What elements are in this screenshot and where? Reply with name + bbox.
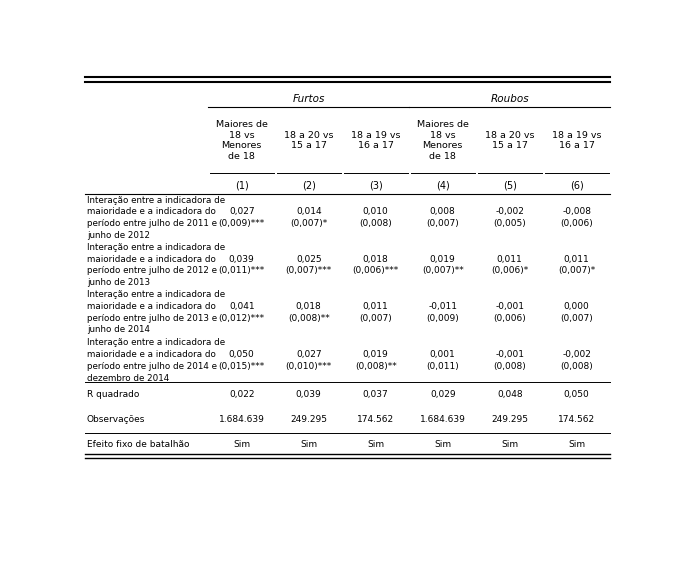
Text: 0,027
(0,010)***: 0,027 (0,010)*** [285, 350, 332, 371]
Text: 0,008
(0,007): 0,008 (0,007) [426, 208, 459, 229]
Text: Sim: Sim [300, 440, 317, 449]
Text: Maiores de
18 vs
Menores
de 18: Maiores de 18 vs Menores de 18 [216, 120, 268, 160]
Text: 18 a 19 vs
16 a 17: 18 a 19 vs 16 a 17 [351, 131, 401, 150]
Text: Interação entre a indicadora de
maioridade e a indicadora do
período entre julho: Interação entre a indicadora de maiorida… [87, 290, 225, 334]
Text: Efeito fixo de batalhão: Efeito fixo de batalhão [87, 440, 189, 449]
Text: 0,018
(0,008)**: 0,018 (0,008)** [288, 302, 330, 322]
Text: 0,018
(0,006)***: 0,018 (0,006)*** [353, 255, 399, 275]
Text: 0,011
(0,006)*: 0,011 (0,006)* [491, 255, 528, 275]
Text: (4): (4) [436, 180, 450, 190]
Text: Furtos: Furtos [292, 94, 325, 104]
Text: -0,002
(0,008): -0,002 (0,008) [560, 350, 593, 371]
Text: (1): (1) [235, 180, 249, 190]
Text: 1.684.639: 1.684.639 [420, 415, 466, 424]
Text: 0,001
(0,011): 0,001 (0,011) [426, 350, 459, 371]
Text: (5): (5) [503, 180, 517, 190]
Text: 0,039
(0,011)***: 0,039 (0,011)*** [218, 255, 265, 275]
Text: Interação entre a indicadora de
maioridade e a indicadora do
período entre julho: Interação entre a indicadora de maiorida… [87, 338, 225, 382]
Text: 18 a 19 vs
16 a 17: 18 a 19 vs 16 a 17 [552, 131, 601, 150]
Text: 0,048: 0,048 [497, 390, 523, 399]
Text: 0,010
(0,008): 0,010 (0,008) [359, 208, 392, 229]
Text: 174.562: 174.562 [357, 415, 395, 424]
Text: 0,011
(0,007): 0,011 (0,007) [359, 302, 392, 322]
Text: 0,022: 0,022 [229, 390, 254, 399]
Text: 18 a 20 vs
15 a 17: 18 a 20 vs 15 a 17 [284, 131, 334, 150]
Text: 174.562: 174.562 [558, 415, 595, 424]
Text: 0,011
(0,007)*: 0,011 (0,007)* [558, 255, 595, 275]
Text: Sim: Sim [233, 440, 250, 449]
Text: R quadrado: R quadrado [87, 390, 139, 399]
Text: Interação entre a indicadora de
maioridade e a indicadora do
período entre julho: Interação entre a indicadora de maiorida… [87, 196, 225, 240]
Text: 1.684.639: 1.684.639 [219, 415, 264, 424]
Text: 0,050
(0,015)***: 0,050 (0,015)*** [218, 350, 265, 371]
Text: (2): (2) [302, 180, 316, 190]
Text: (3): (3) [369, 180, 382, 190]
Text: 0,029: 0,029 [430, 390, 456, 399]
Text: (6): (6) [570, 180, 584, 190]
Text: Sim: Sim [434, 440, 452, 449]
Text: -0,001
(0,008): -0,001 (0,008) [494, 350, 526, 371]
Text: -0,011
(0,009): -0,011 (0,009) [426, 302, 459, 322]
Text: 0,000
(0,007): 0,000 (0,007) [560, 302, 593, 322]
Text: 0,050: 0,050 [564, 390, 590, 399]
Text: Roubos: Roubos [490, 94, 529, 104]
Text: 0,041
(0,012)***: 0,041 (0,012)*** [219, 302, 265, 322]
Text: Interação entre a indicadora de
maioridade e a indicadora do
período entre julho: Interação entre a indicadora de maiorida… [87, 243, 225, 287]
Text: -0,002
(0,005): -0,002 (0,005) [494, 208, 526, 229]
Text: 249.295: 249.295 [491, 415, 528, 424]
Text: Observações: Observações [87, 415, 145, 424]
Text: 0,039: 0,039 [296, 390, 321, 399]
Text: -0,001
(0,006): -0,001 (0,006) [494, 302, 526, 322]
Text: 0,037: 0,037 [363, 390, 388, 399]
Text: 249.295: 249.295 [290, 415, 327, 424]
Text: 0,019
(0,008)**: 0,019 (0,008)** [355, 350, 397, 371]
Text: 0,027
(0,009)***: 0,027 (0,009)*** [218, 208, 265, 229]
Text: -0,008
(0,006): -0,008 (0,006) [560, 208, 593, 229]
Text: 18 a 20 vs
15 a 17: 18 a 20 vs 15 a 17 [485, 131, 534, 150]
Text: Sim: Sim [501, 440, 518, 449]
Text: Maiores de
18 vs
Menores
de 18: Maiores de 18 vs Menores de 18 [417, 120, 468, 160]
Text: 0,019
(0,007)**: 0,019 (0,007)** [422, 255, 464, 275]
Text: Sim: Sim [568, 440, 585, 449]
Text: 0,025
(0,007)***: 0,025 (0,007)*** [285, 255, 332, 275]
Text: Sim: Sim [367, 440, 384, 449]
Text: 0,014
(0,007)*: 0,014 (0,007)* [290, 208, 327, 229]
